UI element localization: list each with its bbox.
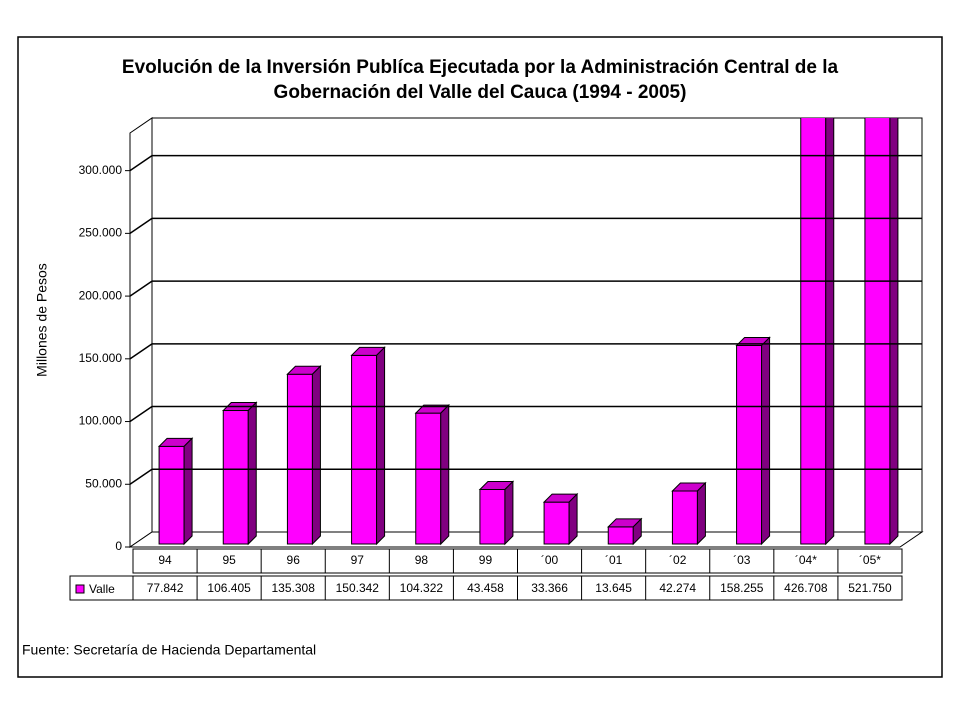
bar-front — [607, 526, 634, 545]
bar-top — [801, 1, 834, 9]
data-label: 77.842 — [147, 581, 184, 595]
x-tick-label: ´01 — [605, 553, 623, 567]
data-label: 521.750 — [848, 581, 892, 595]
y-tick-label: 100.000 — [79, 414, 123, 428]
x-tick-label: ´02 — [669, 553, 687, 567]
bar — [542, 492, 579, 546]
data-label: 33.366 — [531, 581, 568, 595]
bar-side — [440, 403, 450, 546]
bar-side — [825, 118, 835, 546]
bar-front — [158, 445, 185, 545]
bar-front — [671, 490, 698, 545]
y-tick-label: 300.000 — [79, 163, 123, 177]
bar-front — [864, 118, 891, 545]
bar-side — [761, 336, 771, 546]
bar — [478, 480, 515, 546]
grid-line — [129, 280, 922, 297]
x-tick-label: ´00 — [541, 553, 559, 567]
data-label: 42.274 — [659, 581, 696, 595]
bar — [800, 1, 835, 546]
data-label: 106.405 — [207, 581, 251, 595]
bar-side — [632, 517, 642, 546]
grid-line — [129, 405, 922, 423]
bar — [286, 365, 322, 546]
data-label: 426.708 — [784, 581, 828, 595]
bar — [671, 481, 707, 546]
bar-front — [286, 373, 313, 545]
x-tick-label: 96 — [287, 553, 301, 567]
grid-line — [129, 154, 922, 172]
bar-front — [222, 410, 249, 545]
x-tick-label: 98 — [415, 553, 429, 567]
data-label: 43.458 — [467, 581, 504, 595]
y-tick-label: 50.000 — [85, 476, 122, 490]
bar — [157, 437, 194, 546]
chart-subtitle: Gobernación del Valle del Cauca (1994 - … — [274, 82, 687, 103]
data-label: 13.645 — [595, 581, 632, 595]
bar-side — [568, 492, 578, 546]
data-label: 135.308 — [272, 581, 316, 595]
data-label: 104.322 — [400, 581, 444, 595]
chart-title: Evolución de la Inversión Publíca Ejecut… — [122, 57, 839, 78]
x-tick-label: ´05* — [859, 553, 881, 567]
bar-front — [479, 488, 506, 545]
bar — [350, 346, 386, 546]
x-tick-label: 94 — [158, 553, 172, 567]
bar-front — [543, 501, 570, 545]
data-table-frame — [69, 575, 903, 601]
legend-label: Valle — [89, 582, 115, 596]
legend-key — [75, 584, 85, 594]
bar-side — [376, 346, 386, 546]
bar-side — [311, 365, 321, 546]
y-tick-label: 250.000 — [79, 226, 123, 240]
bar — [222, 401, 258, 546]
grid-line — [129, 217, 922, 234]
x-tick-label: ´04* — [795, 553, 817, 567]
bar — [414, 403, 450, 546]
bar — [864, 118, 899, 546]
bar-side — [696, 481, 706, 546]
bar — [735, 336, 771, 546]
bar-side — [889, 118, 899, 546]
bar-side — [504, 480, 514, 546]
grid-line — [129, 468, 922, 485]
y-tick-label: 200.000 — [79, 288, 123, 302]
floor — [128, 531, 924, 548]
x-tick-label: 99 — [479, 553, 493, 567]
y-tick-label: 150.000 — [79, 351, 123, 365]
x-tick-label: ´03 — [733, 553, 751, 567]
data-label: 158.255 — [720, 581, 764, 595]
x-tick-label: 95 — [222, 553, 236, 567]
bar-front — [351, 354, 378, 545]
x-tick-label: 97 — [351, 553, 365, 567]
grid-line — [129, 343, 922, 360]
source-note: Fuente: Secretaría de Hacienda Departame… — [22, 642, 316, 658]
data-label: 150.342 — [336, 581, 380, 595]
bar-side — [247, 401, 257, 546]
bar-front — [736, 344, 763, 545]
y-axis-label: Millones de Pesos — [34, 263, 50, 377]
y-tick-label: 0 — [115, 539, 122, 553]
bar-front — [415, 412, 442, 545]
bar — [607, 517, 643, 546]
bar-side — [183, 437, 193, 546]
